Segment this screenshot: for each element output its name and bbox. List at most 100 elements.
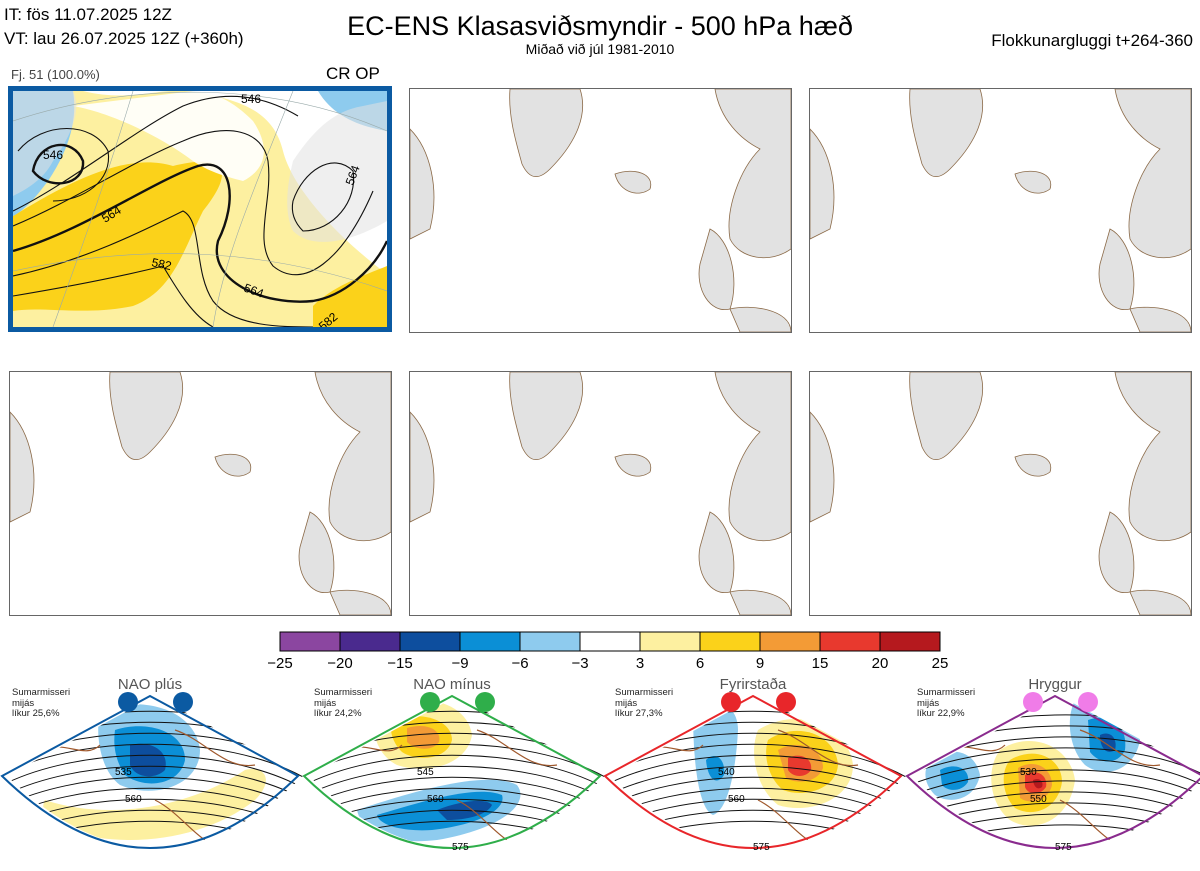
colorbar-tick-label: 25: [931, 655, 949, 672]
page-subtitle: Miðað við júl 1981-2010: [525, 41, 675, 57]
contour-label: 564: [343, 163, 363, 187]
cluster-panel-4-map: [10, 372, 391, 615]
cluster-panel-6[interactable]: [809, 371, 1192, 616]
panel-1-tag: CR OP: [326, 64, 380, 83]
cluster-panel-2[interactable]: [409, 88, 792, 333]
colorbar-tick-label: −20: [327, 655, 353, 672]
regime-contour-label: 575: [452, 842, 469, 853]
regime-dot: [1023, 692, 1043, 712]
colorbar-tick-label: −25: [267, 655, 293, 672]
height-contour: [610, 776, 906, 812]
colorbar-swatch: [879, 631, 941, 652]
height-contour: [610, 732, 906, 768]
regime-contour-label: 540: [718, 767, 735, 778]
regime-map-3: 540 560 575: [603, 692, 906, 853]
colorbar: [279, 631, 941, 652]
regime-dot: [1078, 692, 1098, 712]
colorbar-swatch: [759, 631, 821, 652]
height-contour: [610, 798, 906, 834]
strong-positive-anomaly-east: [313, 266, 387, 327]
regime-season: Sumarmisseri: [917, 687, 976, 698]
height-contour: [309, 754, 605, 790]
regime-note: Sumarmisseri mijás líkur 24,2%: [314, 687, 373, 720]
cluster-panel-3[interactable]: [809, 88, 1192, 333]
regime-frame: [603, 694, 903, 849]
cluster-panel-3-map: [810, 89, 1191, 332]
height-contour: [7, 765, 303, 801]
height-contour: [610, 754, 906, 790]
height-contour: [912, 747, 1200, 779]
regime-contour-label: 550: [1030, 794, 1047, 805]
regime-contour-label: 560: [125, 794, 142, 805]
regime-note: Sumarmisseri mijás líkur 27,3%: [615, 687, 674, 720]
height-contour: [610, 765, 906, 801]
cluster-panel-1-map: 546 546 564 582 564 582 564: [13, 91, 387, 327]
height-contour: [309, 776, 605, 812]
regime-prob-text: líkur 27,3%: [615, 708, 663, 719]
cluster-panel-4[interactable]: [9, 371, 392, 616]
regime-dot: [118, 692, 138, 712]
regime-map-4: 530 550 575: [905, 692, 1200, 853]
height-contour: [610, 787, 906, 823]
colorbar-swatch: [459, 631, 521, 652]
regime-dot: [173, 692, 193, 712]
regime-season: Sumarmisseri: [12, 687, 71, 698]
contour-label: 546: [241, 92, 261, 106]
height-contour: [7, 754, 303, 790]
colorbar-tick-label: 20: [871, 655, 889, 672]
regime-name: Hryggur: [1028, 676, 1082, 693]
colorbar-tick-label: −15: [387, 655, 413, 672]
colorbar-tick-label: −3: [571, 655, 589, 672]
anomaly-area: [43, 769, 266, 840]
colorbar-swatch: [699, 631, 761, 652]
colorbar-tick-label: −9: [451, 655, 469, 672]
regime-dot: [420, 692, 440, 712]
regime-frame: [0, 694, 300, 849]
land-greenland: [13, 91, 77, 196]
height-contour: [309, 765, 605, 801]
regime-dot: [721, 692, 741, 712]
regime-map-1: 535 560: [0, 692, 303, 849]
colorbar-swatch: [339, 631, 401, 652]
regime-season: Sumarmisseri: [314, 687, 373, 698]
regime-prob-text: líkur 24,2%: [314, 708, 362, 719]
regime-dot: [776, 692, 796, 712]
clustering-window: Flokkunargluggi t+264-360: [991, 31, 1193, 50]
regime-contour-label: 575: [753, 842, 770, 853]
land-scandinavia: [287, 101, 387, 242]
regime-avg: mijás: [12, 697, 35, 709]
regime-prob-text: líkur 22,9%: [917, 708, 965, 719]
cluster-panel-1[interactable]: 546 546 564 582 564 582 564: [8, 86, 392, 332]
height-contour: [912, 758, 1200, 790]
contour-label: 546: [43, 148, 63, 162]
height-contour: [912, 714, 1200, 746]
cluster-panel-5[interactable]: [409, 371, 792, 616]
regime-avg: mijás: [615, 697, 638, 709]
colorbar-tick-label: −6: [511, 655, 529, 672]
colorbar-swatch: [519, 631, 581, 652]
valid-time: VT: lau 26.07.2025 12Z (+360h): [4, 29, 244, 48]
colorbar-tick-label: 15: [811, 655, 829, 672]
anomaly-area: [130, 743, 166, 777]
regime-avg: mijás: [917, 697, 940, 709]
regime-contour-label: 530: [1020, 767, 1037, 778]
colorbar-tick-label: 9: [755, 655, 765, 672]
height-contour: [610, 710, 906, 746]
contour-label: 582: [150, 255, 173, 273]
regime-note: Sumarmisseri mijás líkur 25,6%: [12, 687, 71, 720]
strong-positive-anomaly-area: [13, 161, 222, 311]
colorbar-swatch: [819, 631, 881, 652]
height-contour: [610, 743, 906, 779]
regime-contour-label: 560: [728, 794, 745, 805]
anomaly-area: [407, 725, 440, 749]
cluster-panel-6-map: [810, 372, 1191, 615]
regime-contour-label: 535: [115, 767, 132, 778]
issue-time: IT: fös 11.07.2025 12Z: [4, 5, 172, 24]
panel-1-member-label: Fj. 51 (100.0%): [11, 67, 100, 82]
regime-frame: [905, 694, 1200, 849]
regime-contour-label: 575: [1055, 842, 1072, 853]
regime-name: Fyrirstaða: [719, 676, 787, 693]
height-contour: [7, 776, 303, 812]
regime-season: Sumarmisseri: [615, 687, 674, 698]
regime-name: NAO plús: [117, 676, 183, 693]
